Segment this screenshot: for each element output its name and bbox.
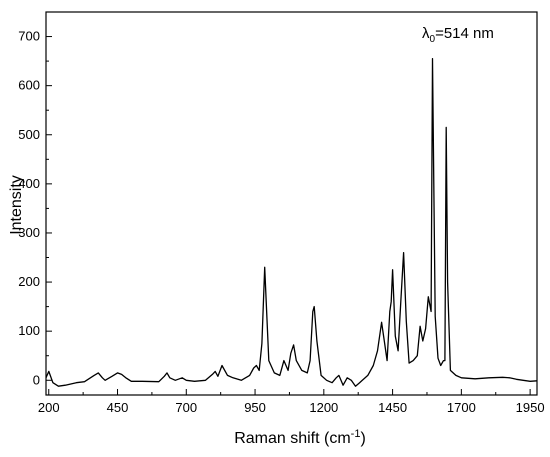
x-axis-title: Raman shift (cm-1) <box>234 428 366 447</box>
y-tick-label-2: 200 <box>18 274 40 289</box>
x-tick-labels: 200 450 700 950 1200 1450 1700 1950 <box>38 400 545 415</box>
x-tick-label-1: 450 <box>107 400 129 415</box>
y-tick-label-0: 0 <box>33 372 40 387</box>
y-tick-label-7: 700 <box>18 29 40 44</box>
x-tick-label-6: 1700 <box>447 400 476 415</box>
tick-marks <box>46 36 531 395</box>
y-tick-label-3: 300 <box>18 225 40 240</box>
laser-wavelength-annotation: λ0=514 nm <box>422 25 494 45</box>
x-tick-label-0: 200 <box>38 400 60 415</box>
x-tick-label-7: 1950 <box>516 400 545 415</box>
x-tick-label-3: 950 <box>244 400 266 415</box>
y-tick-label-6: 600 <box>18 78 40 93</box>
x-tick-label-5: 1450 <box>378 400 407 415</box>
y-tick-labels: 0 100 200 300 400 500 600 700 <box>18 29 40 388</box>
y-tick-label-5: 500 <box>18 127 40 142</box>
y-tick-label-1: 100 <box>18 323 40 338</box>
y-axis-title: Intensity <box>8 175 25 235</box>
x-tick-label-4: 1200 <box>309 400 338 415</box>
plot-area-frame <box>45 11 538 396</box>
x-tick-label-2: 700 <box>175 400 197 415</box>
y-tick-label-4: 400 <box>18 176 40 191</box>
spectrum-series-line <box>45 57 538 387</box>
